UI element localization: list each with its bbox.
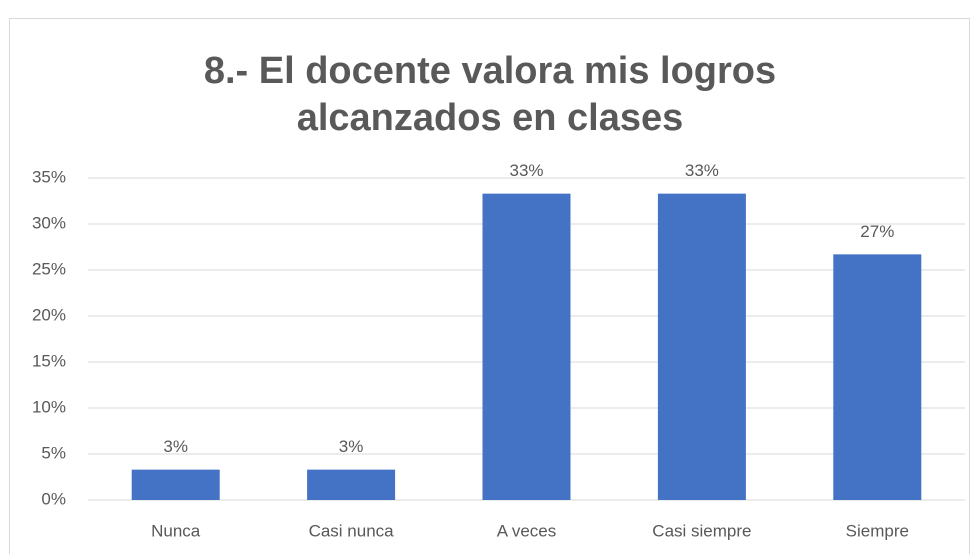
data-label: 3% (163, 437, 188, 456)
y-tick-label: 0% (41, 489, 66, 508)
x-tick-label: Nunca (151, 521, 201, 540)
y-tick-label: 15% (32, 351, 66, 370)
data-label: 33% (685, 161, 719, 180)
x-tick-label: A veces (497, 521, 557, 540)
bar (833, 254, 922, 500)
bar (131, 469, 220, 500)
y-tick-label: 30% (32, 213, 66, 232)
data-label: 3% (339, 437, 364, 456)
x-tick-label: Siempre (846, 521, 909, 540)
y-tick-label: 20% (32, 305, 66, 324)
y-tick-label: 5% (41, 443, 66, 462)
bar (482, 193, 571, 500)
y-tick-label: 25% (32, 259, 66, 278)
y-tick-label: 35% (32, 167, 66, 186)
y-tick-label: 10% (32, 397, 66, 416)
chart-title: 8.- El docente valora mis logros alcanza… (203, 50, 777, 139)
data-label: 27% (860, 222, 894, 241)
x-tick-label: Casi siempre (652, 521, 751, 540)
x-tick-label: Casi nunca (309, 521, 395, 540)
bar (307, 469, 396, 500)
data-label: 33% (509, 161, 543, 180)
bar (657, 193, 746, 500)
